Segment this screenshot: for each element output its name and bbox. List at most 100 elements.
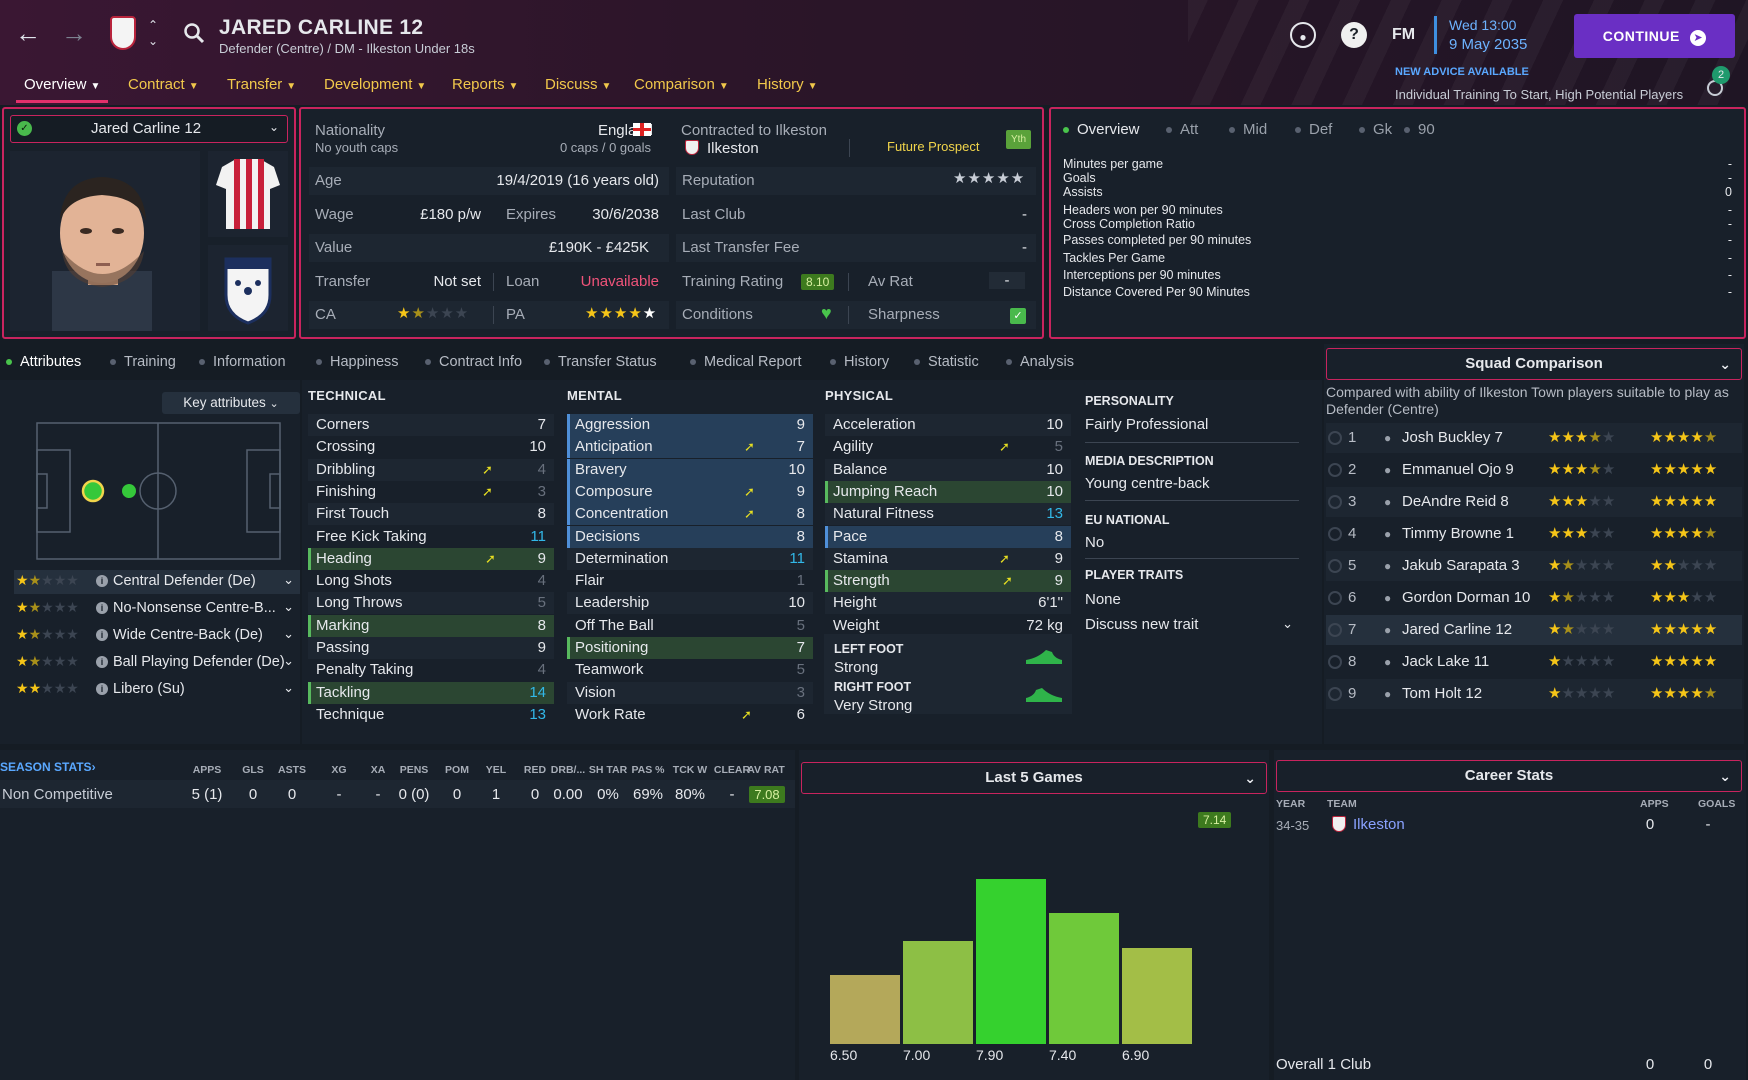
select-circle-icon[interactable] [1328, 623, 1342, 637]
attribute-row[interactable]: Jumping Reach 10 [825, 480, 1071, 503]
role-row[interactable]: ★★★★★ i Ball Playing Defender (De) ⌄ [14, 651, 300, 675]
attribute-row[interactable]: Heading 9 ➚ [308, 547, 554, 570]
attribute-row[interactable]: Stamina 9 ➚ [825, 547, 1071, 570]
attribute-row[interactable]: Long Throws 5 [308, 592, 554, 615]
select-circle-icon[interactable] [1328, 591, 1342, 605]
menu-transfer[interactable]: Transfer ▼ [227, 76, 296, 93]
attribute-row[interactable]: Determination 11 [567, 547, 813, 570]
menu-comparison[interactable]: Comparison ▼ [634, 76, 729, 93]
help-icon[interactable]: ? [1341, 22, 1367, 48]
subtab-information[interactable]: Information [199, 354, 286, 370]
tab-90[interactable]: 90 [1404, 121, 1435, 138]
subtab-history[interactable]: History [830, 354, 889, 370]
menu-history[interactable]: History ▼ [757, 76, 818, 93]
squad-player-name[interactable]: Jack Lake 11 [1402, 653, 1490, 670]
continue-button[interactable]: CONTINUE ➤ [1574, 14, 1735, 58]
chevron-up-icon[interactable]: ⌃ [148, 18, 159, 32]
menu-reports[interactable]: Reports ▼ [452, 76, 518, 93]
squad-player-name[interactable]: Tom Holt 12 [1402, 685, 1483, 702]
key-attributes-select[interactable]: Key attributes ⌄ [162, 392, 300, 414]
attribute-row[interactable]: Crossing 10 [308, 436, 554, 458]
attribute-row[interactable]: Penalty Taking 4 [308, 659, 554, 681]
attribute-row[interactable]: Work Rate 6 ➚ [567, 704, 813, 726]
player-select[interactable]: ✓ Jared Carline 12 ⌄ [10, 115, 288, 143]
career-header[interactable]: Career Stats ⌄ [1276, 760, 1742, 792]
attribute-row[interactable]: Agility 5 ➚ [825, 436, 1071, 458]
select-circle-icon[interactable] [1328, 495, 1342, 509]
role-row[interactable]: ★★★★★ i Central Defender (De) ⌄ [14, 570, 300, 594]
club-name[interactable]: Ilkeston [707, 140, 759, 157]
attribute-row[interactable]: Corners 7 [308, 414, 554, 436]
menu-discuss[interactable]: Discuss ▼ [545, 76, 611, 93]
attribute-row[interactable]: Natural Fitness 13 [825, 503, 1071, 526]
subtab-analysis[interactable]: Analysis [1006, 354, 1074, 370]
attribute-row[interactable]: Acceleration 10 [825, 414, 1071, 436]
attribute-row[interactable]: Pace 8 [825, 525, 1071, 548]
squad-comparison-header[interactable]: Squad Comparison ⌄ [1326, 348, 1742, 380]
subtab-medical-report[interactable]: Medical Report [690, 354, 802, 370]
fm-logo[interactable]: FM [1392, 26, 1416, 43]
search-icon[interactable] [183, 22, 205, 44]
subtab-happiness[interactable]: Happiness [316, 354, 399, 370]
back-arrow-icon[interactable]: ← [15, 18, 41, 48]
attribute-row[interactable]: Weight 72 kg [825, 615, 1071, 637]
role-row[interactable]: ★★★★★ i Libero (Su) ⌄ [14, 678, 300, 702]
subtab-transfer-status[interactable]: Transfer Status [544, 354, 657, 370]
attribute-row[interactable]: Flair 1 [567, 570, 813, 592]
select-circle-icon[interactable] [1328, 559, 1342, 573]
select-circle-icon[interactable] [1328, 655, 1342, 669]
attribute-row[interactable]: Strength 9 ➚ [825, 570, 1071, 593]
squad-player-name[interactable]: Gordon Dorman 10 [1402, 589, 1531, 606]
attribute-row[interactable]: Balance 10 [825, 458, 1071, 481]
club-badge-icon[interactable] [110, 16, 136, 50]
attribute-row[interactable]: Height 6'1" [825, 592, 1071, 615]
squad-row[interactable]: 7 ● Jared Carline 12 ★★★★★ ★★★★★ [1326, 615, 1742, 645]
attribute-row[interactable]: First Touch 8 [308, 503, 554, 526]
discuss-trait-select[interactable]: Discuss new trait ⌄ [1085, 616, 1299, 633]
subtab-training[interactable]: Training [110, 354, 176, 370]
select-circle-icon[interactable] [1328, 431, 1342, 445]
attribute-row[interactable]: Off The Ball 5 [567, 615, 813, 637]
squad-player-name[interactable]: Timmy Browne 1 [1402, 525, 1514, 542]
squad-player-name[interactable]: Jakub Sarapata 3 [1402, 557, 1520, 574]
advice-text[interactable]: Individual Training To Start, High Poten… [1395, 87, 1684, 102]
advice-title[interactable]: NEW ADVICE AVAILABLE [1395, 66, 1529, 78]
squad-row[interactable]: 4 ● Timmy Browne 1 ★★★★★ ★★★★★ [1326, 519, 1742, 549]
chevron-down-icon[interactable]: ⌄ [148, 34, 159, 48]
menu-overview[interactable]: Overview ▼ [24, 76, 100, 93]
squad-row[interactable]: 9 ● Tom Holt 12 ★★★★★ ★★★★★ [1326, 679, 1742, 709]
squad-player-name[interactable]: Jared Carline 12 [1402, 621, 1513, 638]
squad-player-name[interactable]: DeAndre Reid 8 [1402, 493, 1509, 510]
attribute-row[interactable]: Leadership 10 [567, 592, 813, 615]
attribute-row[interactable]: Bravery 10 [567, 458, 813, 481]
attribute-row[interactable]: Positioning 7 [567, 637, 813, 659]
squad-row[interactable]: 6 ● Gordon Dorman 10 ★★★★★ ★★★★★ [1326, 583, 1742, 613]
attribute-row[interactable]: Composure 9 ➚ [567, 480, 813, 503]
attribute-row[interactable]: Free Kick Taking 11 [308, 526, 554, 548]
last5-header[interactable]: Last 5 Games ⌄ [801, 762, 1267, 794]
select-circle-icon[interactable] [1328, 687, 1342, 701]
attribute-row[interactable]: Long Shots 4 [308, 570, 554, 592]
attribute-row[interactable]: Concentration 8 ➚ [567, 503, 813, 526]
attribute-row[interactable]: Technique 13 [308, 704, 554, 726]
subtab-statistic[interactable]: Statistic [914, 354, 979, 370]
season-row-label[interactable]: Non Competitive [2, 786, 113, 803]
tab-overview[interactable]: Overview [1063, 121, 1140, 138]
transfer-value[interactable]: Not set [433, 273, 481, 290]
season-stats-link[interactable]: SEASON STATS› [0, 760, 96, 774]
tab-mid[interactable]: Mid [1229, 121, 1267, 138]
tab-def[interactable]: Def [1295, 121, 1332, 138]
squad-row[interactable]: 3 ● DeAndre Reid 8 ★★★★★ ★★★★★ [1326, 487, 1742, 517]
squad-row[interactable]: 5 ● Jakub Sarapata 3 ★★★★★ ★★★★★ [1326, 551, 1742, 581]
loan-value[interactable]: Unavailable [580, 273, 659, 290]
attribute-row[interactable]: Finishing 3 ➚ [308, 481, 554, 503]
world-icon[interactable]: ● [1290, 22, 1316, 48]
menu-contract[interactable]: Contract ▼ [128, 76, 199, 93]
select-circle-icon[interactable] [1328, 463, 1342, 477]
subtab-attributes[interactable]: Attributes [6, 354, 81, 370]
role-row[interactable]: ★★★★★ i Wide Centre-Back (De) ⌄ [14, 624, 300, 648]
attribute-row[interactable]: Tackling 14 [308, 681, 554, 704]
squad-row[interactable]: 2 ● Emmanuel Ojo 9 ★★★★★ ★★★★★ [1326, 455, 1742, 485]
squad-player-name[interactable]: Emmanuel Ojo 9 [1402, 461, 1514, 478]
role-row[interactable]: ★★★★★ i No-Nonsense Centre-B... ⌄ [14, 597, 300, 621]
